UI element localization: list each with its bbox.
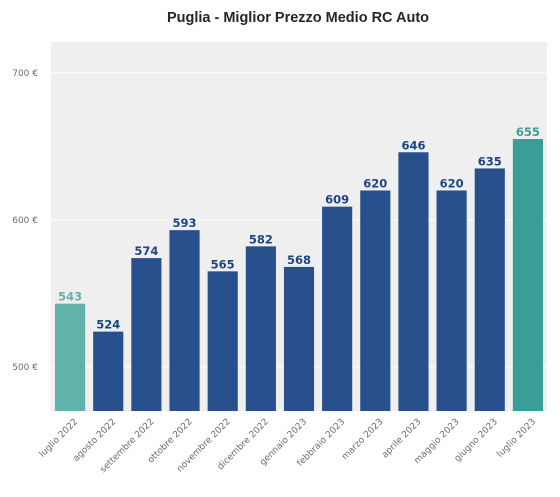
data-label: 574 — [134, 244, 158, 258]
data-label: 609 — [325, 193, 349, 207]
y-tick-label: 500 € — [12, 363, 38, 373]
y-axis: 500 € 600 € 700 € — [12, 69, 38, 373]
data-label: 568 — [287, 253, 311, 267]
data-label: 646 — [401, 138, 425, 152]
bar — [55, 303, 86, 411]
bar — [245, 246, 276, 411]
bars — [55, 139, 543, 411]
data-label: 593 — [173, 216, 197, 230]
data-label: 655 — [516, 125, 540, 139]
data-label: 524 — [96, 318, 120, 332]
bar — [207, 271, 238, 411]
data-labels: 543 524 574 593 565 582 568 609 620 646 620 635 655 — [58, 125, 540, 332]
data-label: 565 — [211, 257, 235, 271]
data-label: 620 — [363, 176, 387, 190]
y-tick-label: 600 € — [12, 216, 38, 226]
bar — [360, 190, 391, 411]
data-label: 620 — [440, 176, 464, 190]
bar — [93, 331, 124, 411]
bar — [512, 139, 543, 411]
data-label: 635 — [478, 154, 502, 168]
bar — [398, 152, 429, 411]
bar — [322, 206, 353, 411]
data-label: 582 — [249, 232, 273, 246]
bar — [283, 266, 315, 411]
x-tick-label: luglio 2023 — [495, 417, 538, 460]
bar — [169, 230, 200, 411]
chart-title: Puglia - Miglior Prezzo Medio RC Auto — [167, 10, 429, 26]
bar — [474, 168, 505, 411]
bar — [131, 258, 162, 411]
y-tick-label: 700 € — [12, 69, 38, 79]
bar — [436, 190, 467, 411]
data-label: 543 — [58, 290, 82, 304]
